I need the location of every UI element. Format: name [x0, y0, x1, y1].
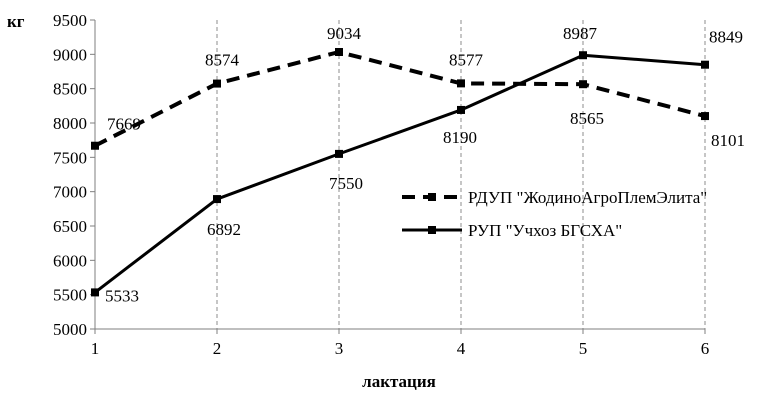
data-point-series-2: [701, 60, 709, 69]
data-label-series-2: 7550: [329, 174, 363, 193]
y-tick-label: 9000: [53, 45, 87, 64]
x-tick-label: 5: [579, 339, 588, 358]
legend-label-series-2: РУП "Учхоз БГСХА": [468, 221, 622, 240]
data-point-series-1: [701, 112, 709, 121]
y-tick-label: 5000: [53, 320, 87, 339]
y-tick-label: 8000: [53, 114, 87, 133]
y-tick-label: 7000: [53, 183, 87, 202]
x-tick-label: 2: [213, 339, 222, 358]
data-label-series-2: 8190: [443, 128, 477, 147]
data-point-series-2: [457, 105, 465, 114]
data-label-series-1: 9034: [327, 24, 362, 43]
y-tick-label: 7500: [53, 148, 87, 167]
series-lines: [91, 47, 709, 297]
data-point-series-2: [213, 195, 221, 204]
axes: [94, 20, 705, 330]
x-tick-label: 6: [701, 339, 710, 358]
vertical-gridlines: [216, 20, 706, 329]
y-tick-label: 6500: [53, 217, 87, 236]
data-label-series-1: 8577: [449, 50, 484, 69]
y-axis-ticks: 5000 5500 6000 6500 7000 7500 8000 8500 9000 9500: [53, 11, 95, 339]
y-tick-label: 6000: [53, 251, 87, 270]
legend-marker-series-2: [428, 226, 436, 234]
data-point-series-1: [91, 141, 99, 150]
series-line-1: [94, 49, 706, 148]
data-point-series-1: [579, 80, 587, 89]
x-axis-ticks: 1 2 3 4 5 6: [91, 329, 710, 358]
data-point-series-1: [213, 79, 221, 88]
data-label-series-2: 5533: [105, 286, 139, 305]
data-labels: 7669 8574 9034 8577 8565 8101 5533 6892 7550 8190…: [105, 24, 745, 305]
x-tick-label: 3: [335, 339, 344, 358]
y-tick-label: 9500: [53, 11, 87, 30]
data-label-series-1: 8574: [205, 51, 240, 70]
data-label-series-1: 8565: [570, 109, 604, 128]
data-label-series-1: 7669: [107, 115, 141, 134]
y-tick-label: 5500: [53, 286, 87, 305]
data-label-series-2: 8987: [563, 24, 598, 43]
legend: РДУП "ЖодиноАгроПлемЭлита" РУП "Учхоз БГ…: [402, 188, 707, 240]
data-point-series-2: [579, 51, 587, 60]
y-tick-label: 8500: [53, 80, 87, 99]
data-point-series-2: [335, 149, 343, 158]
data-point-series-1: [457, 79, 465, 88]
data-label-series-2: 8849: [709, 28, 743, 47]
data-point-series-1: [335, 47, 343, 56]
data-label-series-2: 6892: [207, 220, 241, 239]
x-axis-label: лактация: [362, 372, 436, 391]
series-line-2: [94, 53, 706, 294]
x-tick-label: 1: [91, 339, 100, 358]
data-point-series-2: [91, 288, 99, 297]
y-axis-label: кг: [7, 12, 25, 31]
x-tick-label: 4: [457, 339, 466, 358]
legend-marker-series-1: [428, 193, 436, 201]
legend-label-series-1: РДУП "ЖодиноАгроПлемЭлита": [468, 188, 707, 207]
data-label-series-1: 8101: [711, 131, 745, 150]
